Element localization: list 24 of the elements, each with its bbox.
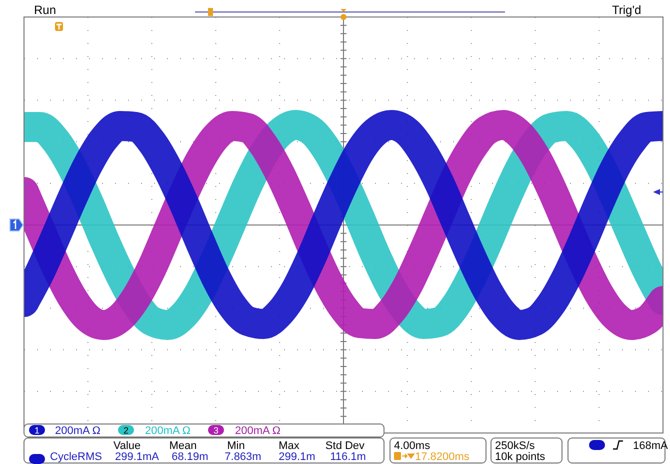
text: 299.1mA — [114, 451, 160, 463]
text: Value — [113, 440, 141, 452]
text: 10k points — [495, 451, 546, 463]
text: 200mA Ω — [55, 425, 101, 437]
text: 116.1m — [330, 451, 366, 463]
text: 168mA — [633, 440, 669, 452]
text: 3 — [213, 426, 219, 436]
text: 200mA Ω — [235, 425, 281, 437]
text: Run — [34, 3, 56, 17]
text: 68.19m — [172, 451, 208, 463]
text: 4.00ms — [394, 440, 431, 452]
text: Max — [278, 440, 300, 452]
text: 17.8200ms — [415, 451, 470, 463]
text: 250kS/s — [495, 440, 536, 452]
text: Mean — [169, 440, 197, 452]
text: Min — [227, 440, 245, 452]
text: 2 — [123, 426, 129, 436]
text: 200mA Ω — [145, 425, 191, 437]
text: Std Dev — [325, 440, 366, 452]
text: 299.1m — [278, 451, 316, 463]
text: 1 — [34, 426, 40, 436]
text: 7.863m — [224, 451, 262, 463]
text: Trig'd — [612, 3, 642, 17]
text: CycleRMS — [50, 451, 102, 463]
